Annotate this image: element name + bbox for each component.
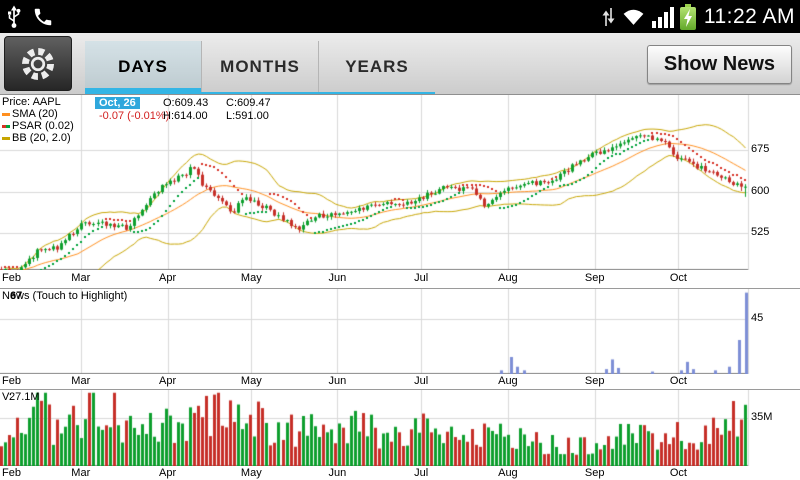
volume-panel-label: V: xyxy=(2,391,12,403)
news-chart-canvas[interactable] xyxy=(0,289,800,374)
x-axis-label: Oct xyxy=(669,375,687,387)
y-axis-label: 45 xyxy=(751,312,764,324)
phone-icon xyxy=(34,8,52,25)
x-axis-label: Oct xyxy=(669,272,687,284)
battery-charging-icon xyxy=(679,3,696,30)
clock-time: 11:22 AM xyxy=(703,4,795,28)
chart-area: Price: AAPL SMA (20) PSAR (0.02) BB (20,… xyxy=(0,95,800,480)
close-value: C:609.47 xyxy=(226,97,271,109)
x-axis-label: Feb xyxy=(2,375,21,387)
x-axis-label: Apr xyxy=(158,272,177,284)
x-axis-label: Apr xyxy=(158,467,177,479)
x-axis-label: Apr xyxy=(158,375,177,387)
price-chart-canvas[interactable] xyxy=(0,95,800,270)
x-axis-label: Feb xyxy=(2,272,21,284)
x-axis-label: Jul xyxy=(414,375,429,387)
psar-swatch-icon xyxy=(2,124,10,128)
settings-button[interactable] xyxy=(4,36,72,91)
x-axis-label: Feb xyxy=(2,467,21,479)
status-left-icons xyxy=(6,4,54,29)
bb-swatch-icon xyxy=(2,136,10,140)
y-axis-label: 600 xyxy=(751,185,770,197)
x-axis-label: Sep xyxy=(584,467,605,479)
show-news-button[interactable]: Show News xyxy=(646,45,792,84)
legend-bb-row: BB (20, 2.0) xyxy=(2,132,74,144)
x-axis-label: May xyxy=(240,375,262,387)
selected-date-badge: Oct, 26 xyxy=(95,97,140,109)
x-axis-label: Mar xyxy=(71,272,91,284)
x-axis-label: Jun xyxy=(328,375,347,387)
legend-sma-label: SMA (20) xyxy=(12,108,58,120)
x-axis-label: Sep xyxy=(584,272,605,284)
x-axis-label: Mar xyxy=(71,467,91,479)
x-axis-label: May xyxy=(240,467,262,479)
change-value: -0.07 (-0.01%) xyxy=(99,110,170,122)
x-axis-label: Oct xyxy=(669,467,687,479)
legend-sma-row: SMA (20) xyxy=(2,108,74,120)
sma-swatch-icon xyxy=(2,112,10,116)
signal-strength-icon xyxy=(651,6,674,28)
tab-days-label: DAYS xyxy=(118,56,168,76)
network-arrows-icon xyxy=(602,7,615,26)
tab-strip: DAYS MONTHS YEARS xyxy=(85,41,435,94)
x-axis-label: Aug xyxy=(498,272,518,284)
tab-days[interactable]: DAYS xyxy=(85,41,201,94)
legend-price-row: Price: AAPL xyxy=(2,96,74,108)
chart-legend: Price: AAPL SMA (20) PSAR (0.02) BB (20,… xyxy=(2,96,74,144)
y-axis-label: 35M xyxy=(751,411,773,423)
x-axis-label: Jun xyxy=(328,272,347,284)
status-right-icons: 11:22 AM xyxy=(601,0,795,33)
x-axis-label: Jun xyxy=(328,467,347,479)
news-panel-title: News (Touch to Highlight) xyxy=(2,290,128,302)
legend-price-label: Price: AAPL xyxy=(2,96,61,108)
x-axis-label: Sep xyxy=(584,375,605,387)
tab-months-label: MONTHS xyxy=(220,56,300,76)
high-value: H:614.00 xyxy=(163,110,208,122)
tab-years-label: YEARS xyxy=(345,56,409,76)
tab-years[interactable]: YEARS xyxy=(318,41,435,92)
toolbar: DAYS MONTHS YEARS Show News xyxy=(0,33,800,95)
y-axis-label: 675 xyxy=(751,143,770,155)
price-chart-panel: Price: AAPL SMA (20) PSAR (0.02) BB (20,… xyxy=(0,95,800,288)
news-chart-panel: News (Touch to Highlight) 67 Feb Mar Apr Ma… xyxy=(0,288,800,389)
low-value: L:591.00 xyxy=(226,110,269,122)
x-axis-label: May xyxy=(240,272,262,284)
settings-gear-icon xyxy=(21,47,55,80)
volume-chart-canvas[interactable] xyxy=(0,390,800,466)
x-axis-label: Aug xyxy=(498,375,518,387)
wifi-icon xyxy=(623,9,644,25)
news-highlight-value: 67 xyxy=(10,290,23,302)
volume-chart-panel: V: 27.1M Feb Mar Apr May Jun Jul Aug Sep Oct 35M xyxy=(0,389,800,480)
x-axis-label: Jul xyxy=(414,272,429,284)
x-axis-label: Aug xyxy=(498,467,518,479)
legend-bb-label: BB (20, 2.0) xyxy=(12,132,71,144)
legend-psar-row: PSAR (0.02) xyxy=(2,120,74,132)
tab-months[interactable]: MONTHS xyxy=(201,41,318,92)
open-value: O:609.43 xyxy=(163,97,209,109)
legend-psar-label: PSAR (0.02) xyxy=(12,120,74,132)
status-bar: 11:22 AM xyxy=(0,0,800,33)
x-axis-label: Jul xyxy=(414,467,429,479)
usb-icon xyxy=(8,5,21,28)
volume-latest-value: 27.1M xyxy=(9,391,40,403)
y-axis-label: 525 xyxy=(751,226,770,238)
x-axis-label: Mar xyxy=(71,375,91,387)
